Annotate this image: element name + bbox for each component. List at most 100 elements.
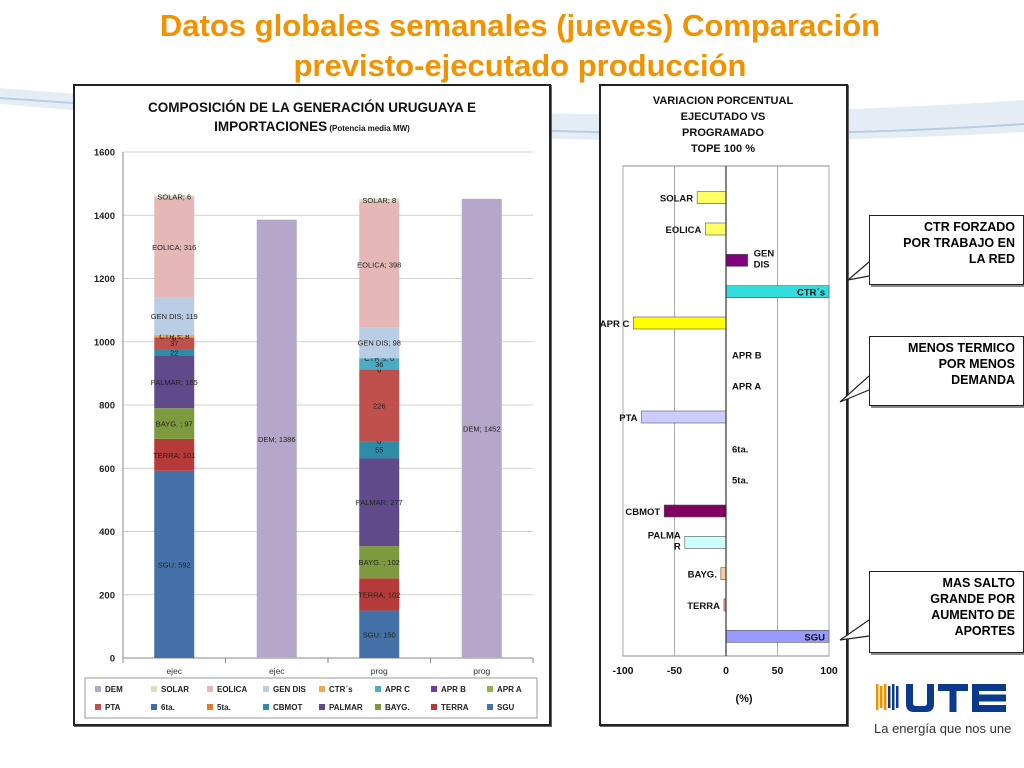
bar-data-label: PALMAR; 277 xyxy=(356,498,403,507)
bar-data-label: EOLICA; 398 xyxy=(357,260,401,269)
category-label: 6ta. xyxy=(732,444,748,455)
percent-bar xyxy=(720,567,727,580)
logo-letter-u xyxy=(906,684,934,712)
x-tick-label: ejec xyxy=(269,666,285,676)
bar-segment xyxy=(359,201,400,328)
callout-line: MENOS TERMICO xyxy=(908,341,1015,355)
y-tick-label: 800 xyxy=(99,401,115,412)
bar-segment xyxy=(154,197,195,298)
callout-line: POR TRABAJO EN xyxy=(903,236,1015,250)
x-tick-label: prog xyxy=(473,666,490,676)
legend-swatch xyxy=(207,686,213,692)
callout-line: POR MENOS xyxy=(938,357,1015,371)
x-tick-label: 0 xyxy=(723,665,729,677)
chart-subtitle: (Potencia media MW) xyxy=(327,124,410,133)
category-label: EOLICA xyxy=(666,225,702,236)
x-tick-label: -100 xyxy=(612,665,633,677)
bar-data-label: SOLAR; 8 xyxy=(362,196,396,205)
legend-swatch xyxy=(487,704,493,710)
logo-stripe xyxy=(880,686,883,708)
percent-variation-chart: VARIACION PORCENTUAL EJECUTADO VS PROGRAMA… xyxy=(600,95,838,705)
percent-bar xyxy=(641,410,727,424)
category-label: APR B xyxy=(732,350,762,361)
legend-swatch xyxy=(375,704,381,710)
legend-swatch xyxy=(375,686,381,692)
percent-variation-chart-panel: VARIACION PORCENTUAL EJECUTADO VS PROGRAMA… xyxy=(599,84,848,726)
bar-segment xyxy=(154,337,195,350)
bar-data-label: BAYG. ; 97 xyxy=(156,420,193,429)
bar-data-label: 0 xyxy=(172,333,176,342)
legend-swatch xyxy=(95,704,101,710)
y-tick-label: 1400 xyxy=(94,211,115,222)
bar-segment xyxy=(154,297,195,335)
bar-segment xyxy=(256,219,297,659)
legend-label: APR C xyxy=(385,685,410,694)
chart-title-line: PROGRAMADO xyxy=(682,127,764,139)
y-tick-label: 200 xyxy=(99,590,115,601)
callout-line: MAS SALTO xyxy=(942,576,1015,590)
ute-logo-mark xyxy=(876,684,1006,712)
category-label: DIS xyxy=(754,259,770,270)
legend-label: EOLICA xyxy=(217,685,247,694)
logo-stripe xyxy=(896,686,899,708)
legend-label: APR A xyxy=(497,685,522,694)
bar-data-label: DEM; 1452 xyxy=(463,424,501,433)
chart-title-main: IMPORTACIONES xyxy=(214,119,327,134)
slide-title-line1: Datos globales semanales (jueves) Compar… xyxy=(159,8,881,43)
legend-frame xyxy=(84,677,538,719)
chart-title-line: VARIACION PORCENTUAL xyxy=(653,95,794,107)
category-label: CTR´s xyxy=(797,288,825,299)
legend-label: BAYG. xyxy=(385,703,410,712)
y-tick-label: 0 xyxy=(110,654,115,665)
legend-swatch xyxy=(319,686,325,692)
legend-label: DEM xyxy=(105,685,123,694)
legend-label: SOLAR xyxy=(161,685,189,694)
y-tick-label: 1600 xyxy=(94,148,115,159)
logo-stripe xyxy=(888,686,891,708)
legend-label: PALMAR xyxy=(329,703,363,712)
bar-segment xyxy=(154,355,195,409)
legend-swatch xyxy=(431,704,437,710)
bar-data-label: TERRA; 102 xyxy=(358,590,400,599)
callout-mas-salto-grande: MAS SALTO GRANDE POR AUMENTO DE APORTES xyxy=(869,571,1024,653)
x-tick-label: -50 xyxy=(667,665,682,677)
category-label: APR A xyxy=(732,382,761,393)
bar-segment xyxy=(154,349,195,356)
legend-swatch xyxy=(207,704,213,710)
percent-bar xyxy=(632,316,727,330)
logo-letter-t xyxy=(938,684,968,712)
logo-letter-e xyxy=(972,684,1006,712)
bar-data-label: EOLICA; 316 xyxy=(152,243,196,252)
category-label: PALMA xyxy=(648,530,681,541)
logo-stripe xyxy=(892,684,895,710)
percent-bar xyxy=(684,536,727,549)
bar-data-label: 0 xyxy=(377,366,381,375)
bar-segment xyxy=(154,334,195,338)
slide-title-line2: previsto-ejecutado producción xyxy=(293,48,747,83)
logo-stripe xyxy=(884,684,887,710)
y-tick-label: 1200 xyxy=(94,274,115,285)
category-label: GEN xyxy=(754,248,775,259)
category-label: PTA xyxy=(619,413,637,424)
percent-bar xyxy=(725,254,748,267)
bar-data-label: 0 xyxy=(377,366,381,375)
bar-data-label: BAYG. ; 102 xyxy=(359,558,400,567)
bar-data-label: SGU; 592 xyxy=(158,560,191,569)
bar-segment xyxy=(359,610,400,658)
category-label: APR C xyxy=(601,319,629,330)
x-tick-label: 50 xyxy=(772,665,784,677)
bar-data-label: 55 xyxy=(375,446,383,455)
callout-line: AUMENTO DE xyxy=(931,608,1015,622)
slide-title: Datos globales semanales (jueves) Compar… xyxy=(60,6,980,86)
category-label: SOLAR xyxy=(660,194,693,205)
legend-label: CBMOT xyxy=(273,703,302,712)
category-label: CBMOT xyxy=(625,507,660,518)
bar-segment xyxy=(154,470,195,658)
legend-swatch xyxy=(151,704,157,710)
chart-title-line: TOPE 100 % xyxy=(691,143,755,155)
category-label: SGU xyxy=(804,632,825,643)
bar-data-label: CTR´s; 8 xyxy=(159,332,189,341)
y-tick-label: 1000 xyxy=(94,337,115,348)
chart-title-line: EJECUTADO VS xyxy=(681,111,766,123)
bar-segment xyxy=(359,198,400,202)
